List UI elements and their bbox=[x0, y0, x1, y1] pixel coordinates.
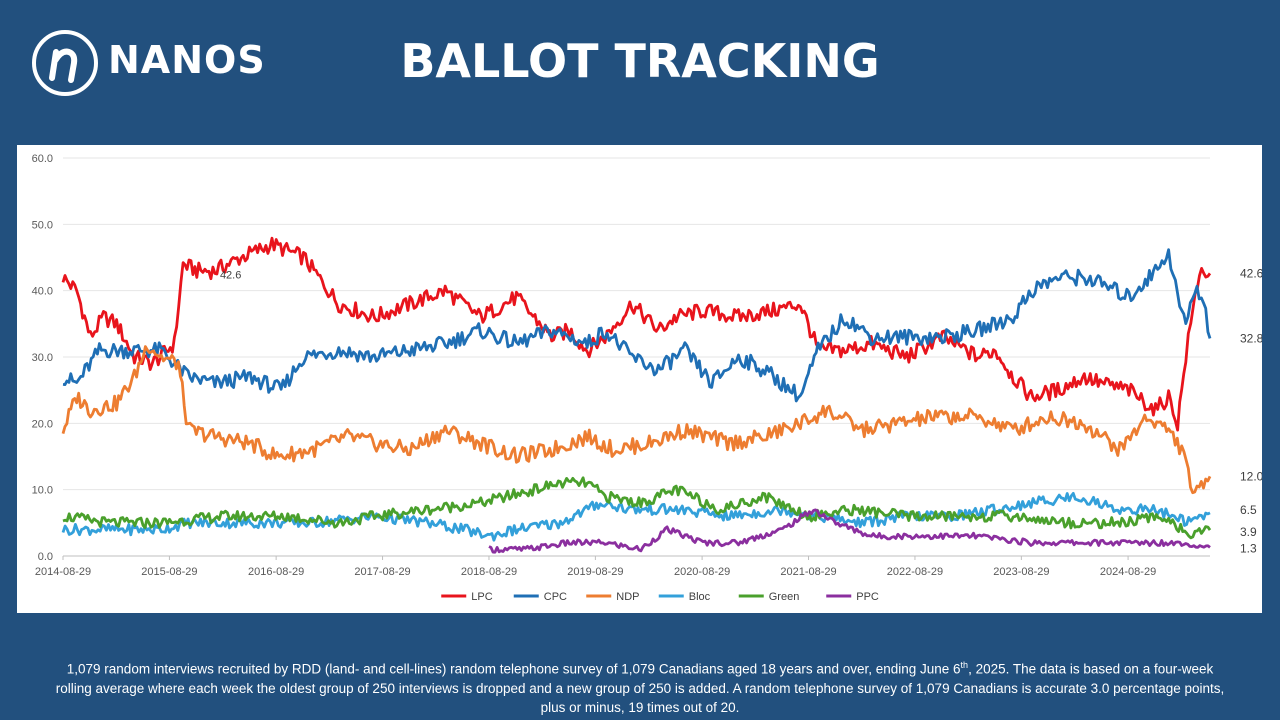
series-line-green bbox=[62, 476, 1212, 540]
data-annotation: 42.6 bbox=[220, 269, 241, 281]
legend-item-bloc: Bloc bbox=[658, 591, 711, 603]
x-tick-label: 2021-08-29 bbox=[780, 566, 836, 578]
legend-label: NDP bbox=[616, 591, 639, 603]
x-tick-label: 2020-08-29 bbox=[674, 566, 730, 578]
y-tick-label: 40.0 bbox=[32, 286, 53, 298]
end-label-green: 3.9 bbox=[1240, 525, 1257, 539]
x-tick-label: 2024-08-29 bbox=[1100, 566, 1156, 578]
legend-item-lpc: LPC bbox=[441, 591, 493, 603]
legend-label: PPC bbox=[856, 591, 879, 603]
nanos-logo-icon bbox=[32, 30, 98, 96]
series-line-ndp bbox=[61, 345, 1212, 495]
y-tick-label: 60.0 bbox=[32, 153, 53, 165]
legend-item-cpc: CPC bbox=[513, 591, 567, 603]
y-tick-label: 30.0 bbox=[32, 352, 53, 364]
end-label-bloc: 6.5 bbox=[1240, 503, 1257, 517]
legend-label: Bloc bbox=[689, 591, 711, 603]
series-line-ppc bbox=[488, 508, 1211, 554]
series-line-cpc bbox=[62, 248, 1212, 403]
legend-label: Green bbox=[769, 591, 800, 603]
legend: LPC CPC NDP Bloc Green PPC bbox=[441, 591, 879, 603]
y-tick-label: 20.0 bbox=[32, 418, 53, 430]
footer-text-2: , 2025. The data is based on a four-week… bbox=[55, 661, 1225, 715]
footer-text-1: 1,079 random interviews recruited by RDD… bbox=[66, 661, 961, 677]
series-lines bbox=[61, 236, 1212, 554]
series-line-lpc bbox=[61, 236, 1212, 432]
legend-item-ndp: NDP bbox=[586, 591, 639, 603]
y-tick-label: 0.0 bbox=[38, 551, 53, 563]
legend-item-green: Green bbox=[738, 591, 800, 603]
legend-item-ppc: PPC bbox=[826, 591, 879, 603]
end-label-ppc: 1.3 bbox=[1240, 541, 1257, 555]
series-line-bloc bbox=[61, 492, 1211, 542]
y-tick-label: 10.0 bbox=[32, 485, 53, 497]
y-axis-ticks: 0.0 10.0 20.0 30.0 40.0 50.0 60.0 bbox=[32, 153, 53, 563]
end-label-cpc: 32.8 bbox=[1240, 331, 1262, 345]
x-tick-label: 2016-08-29 bbox=[248, 566, 304, 578]
x-tick-label: 2022-08-29 bbox=[887, 566, 943, 578]
x-tick-label: 2015-08-29 bbox=[141, 566, 197, 578]
annotations: 42.6 bbox=[220, 269, 241, 281]
footer-sup: th bbox=[960, 660, 969, 670]
legend-label: LPC bbox=[471, 591, 492, 603]
end-label-ndp: 12.0 bbox=[1240, 469, 1262, 483]
chart-panel: 0.0 10.0 20.0 30.0 40.0 50.0 60.0 2014-08-29 20… bbox=[17, 145, 1264, 613]
x-tick-label: 2017-08-29 bbox=[354, 566, 410, 578]
x-tick-label: 2014-08-29 bbox=[35, 566, 91, 578]
x-tick-label: 2018-08-29 bbox=[461, 566, 517, 578]
page-title: BALLOT TRACKING bbox=[400, 34, 880, 88]
end-label-lpc: 42.6 bbox=[1240, 266, 1262, 280]
ballot-tracking-chart: 0.010.020.030.040.050.060.0 2014-08-29 20… bbox=[32, 153, 1264, 603]
methodology-note: 1,079 random interviews recruited by RDD… bbox=[55, 656, 1225, 717]
x-axis-ticks: 2014-08-29 2015-08-29 2016-08-29 2017-08-29… bbox=[35, 556, 1156, 578]
legend-label: CPC bbox=[544, 591, 567, 603]
x-tick-label: 2019-08-29 bbox=[567, 566, 623, 578]
end-labels: 42.6 32.8 12.0 6.5 3.9 1.3 bbox=[1240, 266, 1264, 555]
x-tick-label: 2023-08-29 bbox=[993, 566, 1049, 578]
brand-name: NANOS bbox=[108, 38, 266, 82]
y-tick-label: 50.0 bbox=[32, 219, 53, 231]
